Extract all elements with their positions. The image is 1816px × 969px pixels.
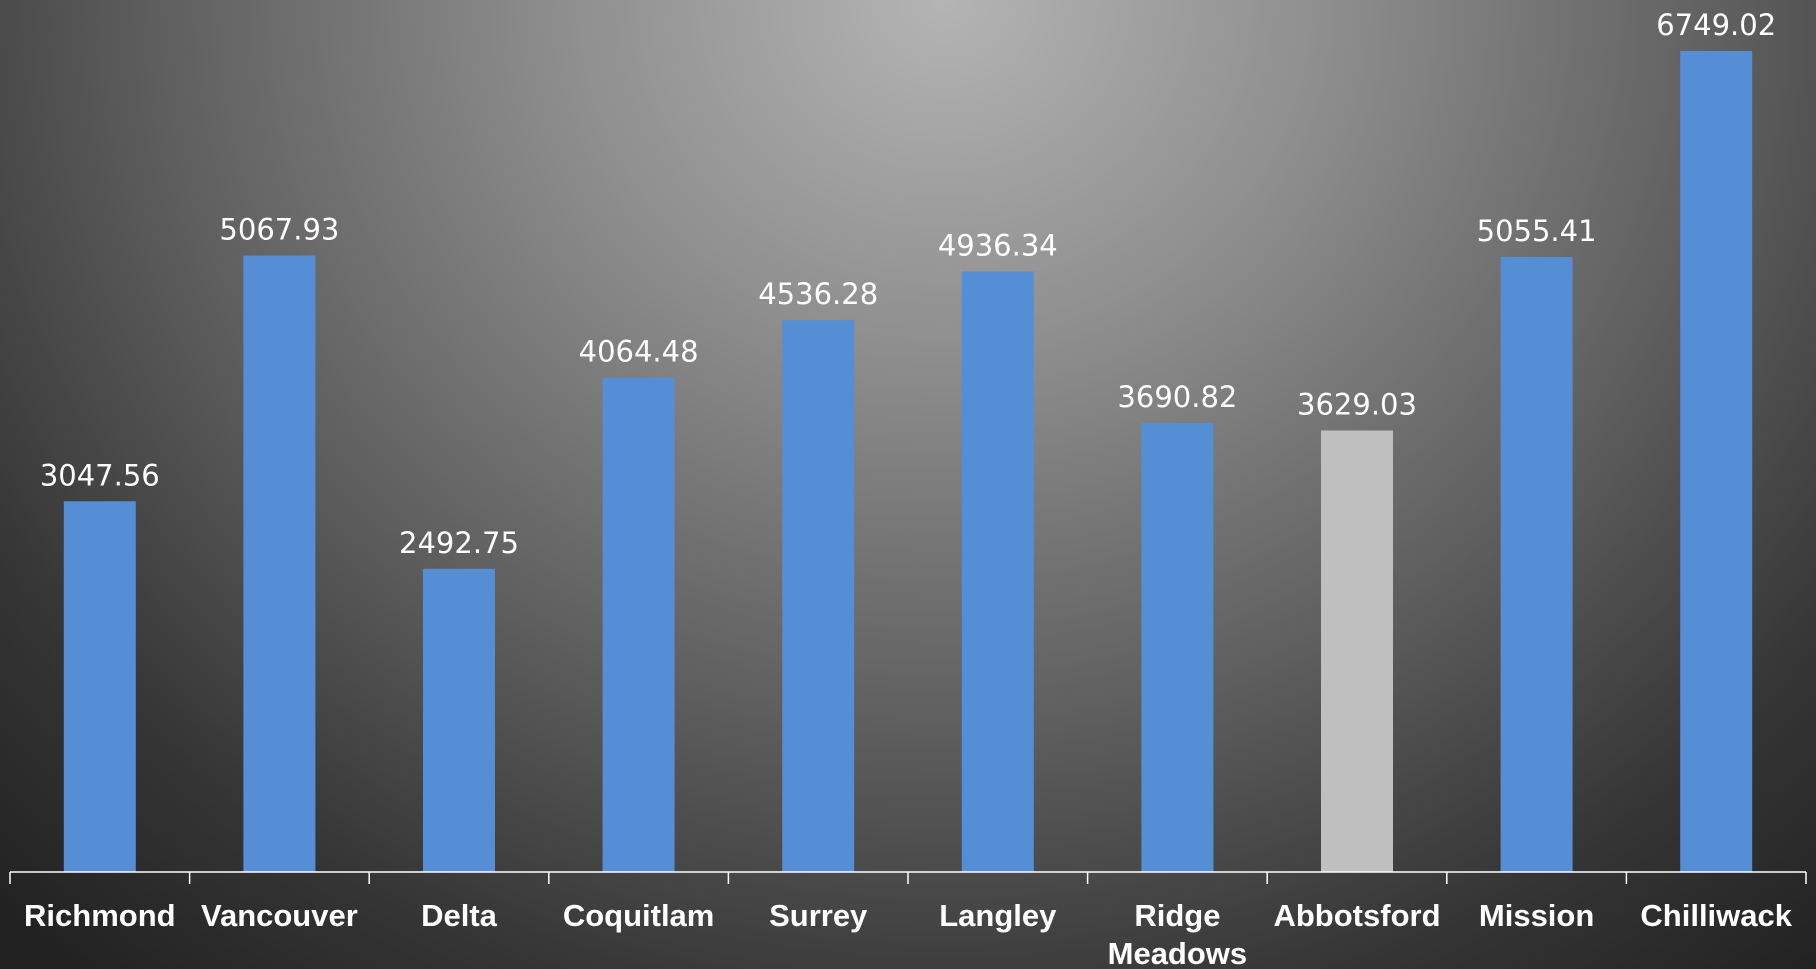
bar-ridge-meadows	[1141, 423, 1214, 872]
bars-group	[63, 51, 1753, 872]
bar-coquitlam	[602, 377, 675, 872]
value-label-richmond: 3047.56	[40, 458, 160, 492]
value-label-vancouver: 5067.93	[219, 213, 339, 247]
value-label-delta: 2492.75	[399, 526, 519, 560]
value-label-surrey: 4536.28	[758, 277, 878, 311]
category-label-abbotsford: Abbotsford	[1273, 898, 1440, 933]
category-label-vancouver: Vancouver	[201, 898, 358, 933]
category-label-line: Ridge	[1134, 898, 1220, 933]
x-axis	[9, 871, 1807, 884]
category-label-line: Delta	[421, 898, 498, 933]
category-label-line: Coquitlam	[563, 898, 715, 933]
bar-mission	[1500, 257, 1573, 872]
value-label-langley: 4936.34	[938, 229, 1058, 263]
category-label-line: Abbotsford	[1273, 898, 1440, 933]
value-label-mission: 5055.41	[1477, 214, 1597, 248]
category-label-delta: Delta	[421, 898, 498, 933]
category-label-ridge-meadows: Ridge Meadows	[1108, 898, 1248, 969]
category-label-chilliwack: Chilliwack	[1640, 898, 1792, 933]
category-label-line: Vancouver	[201, 898, 358, 933]
category-label-line: Surrey	[769, 898, 868, 933]
category-label-line: Meadows	[1108, 936, 1248, 969]
bar-surrey	[782, 320, 855, 872]
bar-vancouver	[243, 255, 316, 872]
category-label-surrey: Surrey	[769, 898, 868, 933]
category-label-coquitlam: Coquitlam	[563, 898, 715, 933]
category-label-line: Langley	[939, 898, 1057, 933]
category-label-line: Richmond	[24, 898, 176, 933]
value-labels-group: 3047.56 5067.93 2492.75 4064.48 4536.28 4936.…	[40, 8, 1776, 560]
bar-langley	[961, 271, 1034, 872]
category-label-line: Chilliwack	[1640, 898, 1792, 933]
value-label-chilliwack: 6749.02	[1656, 8, 1776, 42]
category-label-mission: Mission	[1479, 898, 1594, 933]
bar-richmond	[63, 501, 136, 872]
category-label-langley: Langley	[939, 898, 1057, 933]
value-label-abbotsford: 3629.03	[1297, 388, 1417, 422]
value-label-ridge-meadows: 3690.82	[1117, 380, 1237, 414]
value-label-coquitlam: 4064.48	[579, 335, 699, 369]
category-labels-group: Richmond Vancouver Delta Coquitlam Surrey Lan…	[24, 898, 1793, 969]
bar-abbotsford	[1321, 430, 1393, 872]
category-label-line: Mission	[1479, 898, 1594, 933]
category-label-richmond: Richmond	[24, 898, 176, 933]
bar-chilliwack	[1680, 51, 1753, 872]
bar-delta	[423, 568, 495, 872]
